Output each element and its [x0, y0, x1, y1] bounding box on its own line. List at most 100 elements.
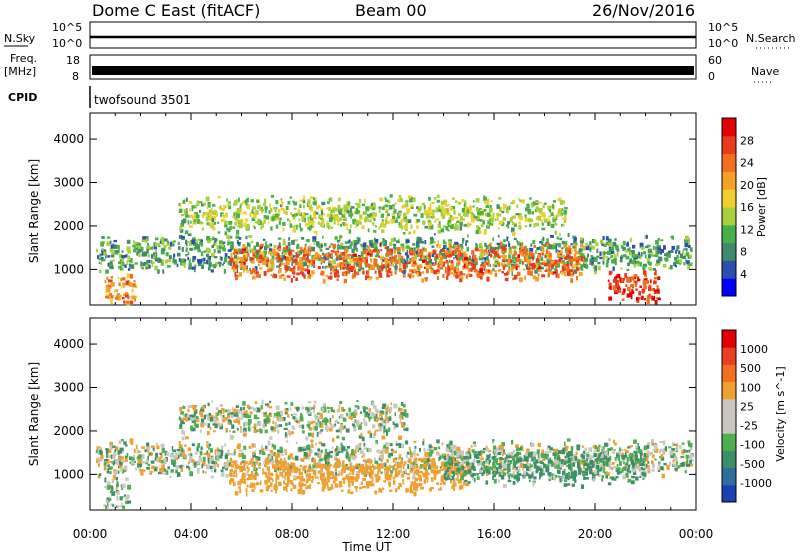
echo-cell	[422, 441, 425, 446]
echo-cell	[245, 235, 248, 240]
echo-cell	[237, 248, 239, 254]
echo-cell	[125, 300, 129, 304]
echo-cell	[554, 267, 557, 272]
echo-cell	[472, 458, 476, 463]
echo-cell	[476, 225, 480, 229]
cpid-label: CPID	[8, 91, 37, 104]
echo-cell	[352, 260, 356, 263]
echo-cell	[538, 269, 542, 273]
echo-cell	[483, 209, 487, 212]
echo-cell	[223, 204, 226, 210]
echo-cell	[443, 225, 446, 228]
echo-cell	[561, 247, 564, 250]
echo-cell	[585, 264, 589, 269]
echo-cell	[398, 222, 401, 226]
echo-cell	[624, 247, 626, 251]
echo-cell	[139, 468, 143, 473]
echo-cell	[451, 459, 455, 465]
echo-cell	[364, 468, 367, 473]
echo-cell	[323, 479, 328, 484]
echo-cell	[159, 258, 162, 261]
echo-cell	[373, 466, 377, 470]
echo-cell	[668, 446, 672, 449]
echo-cell	[461, 455, 464, 459]
echo-cell	[557, 454, 561, 458]
echo-cell	[497, 213, 502, 217]
echo-cell	[508, 242, 511, 247]
echo-cell	[269, 248, 273, 252]
echo-cell	[334, 467, 338, 472]
echo-cell	[248, 244, 251, 250]
echo-cell	[539, 246, 543, 250]
echo-cell	[210, 222, 214, 226]
echo-cell	[155, 252, 158, 257]
echo-cell	[189, 471, 193, 476]
echo-cell	[461, 252, 465, 258]
echo-cell	[221, 263, 224, 266]
echo-cell	[609, 286, 612, 290]
echo-cell	[241, 212, 244, 215]
echo-cell	[680, 253, 683, 259]
echo-cell	[441, 215, 446, 219]
echo-cell	[179, 464, 183, 469]
echo-cell	[625, 450, 629, 454]
echo-cell	[422, 271, 424, 274]
echo-cell	[165, 252, 169, 256]
echo-cell	[186, 197, 188, 202]
echo-cell	[345, 247, 348, 251]
echo-cell	[236, 257, 241, 260]
echo-cell	[391, 251, 393, 257]
echo-cell	[199, 210, 201, 213]
echo-cell	[161, 259, 164, 263]
echo-cell	[520, 245, 524, 250]
echo-cell	[109, 260, 113, 266]
echo-cell	[521, 201, 525, 204]
echo-cell	[112, 462, 115, 466]
echo-cell	[264, 479, 268, 485]
echo-cell	[541, 249, 545, 252]
echo-cell	[286, 267, 288, 272]
echo-cell	[668, 267, 671, 270]
echo-cell	[118, 464, 123, 469]
echo-cell	[384, 470, 387, 474]
echo-cell	[278, 263, 282, 267]
echo-cell	[357, 449, 360, 453]
nsky-label: N.Sky	[4, 32, 36, 45]
echo-cell	[355, 271, 360, 276]
echo-cell	[328, 254, 332, 257]
echo-cell	[552, 200, 556, 203]
echo-cell	[169, 241, 172, 247]
echo-cell	[406, 246, 410, 249]
echo-cell	[228, 473, 233, 477]
echo-cell	[574, 269, 578, 274]
echo-cell	[518, 260, 522, 265]
echo-cell	[675, 260, 680, 265]
echo-cell	[392, 457, 396, 463]
echo-cell	[475, 208, 479, 212]
echo-cell	[471, 250, 474, 255]
echo-cell	[141, 253, 146, 257]
echo-cell	[306, 257, 308, 261]
echo-cell	[304, 470, 306, 474]
echo-cell	[466, 213, 469, 217]
echo-cell	[297, 252, 301, 257]
echo-cell	[146, 248, 149, 254]
echo-cell	[415, 483, 419, 488]
echo-cell	[481, 252, 484, 258]
echo-cell	[417, 253, 421, 256]
echo-cell	[182, 218, 186, 224]
echo-cell	[242, 477, 246, 481]
echo-cell	[407, 274, 412, 278]
echo-cell	[434, 233, 436, 236]
echo-cell	[542, 456, 546, 461]
echo-cell	[502, 451, 504, 457]
echo-cell	[392, 465, 395, 470]
echo-cell	[289, 223, 293, 228]
echo-cell	[249, 269, 254, 275]
echo-cell	[242, 467, 246, 471]
echo-cell	[336, 254, 339, 260]
echo-cell	[275, 475, 280, 480]
echo-cell	[176, 263, 179, 268]
echo-cell	[191, 459, 195, 463]
echo-cell	[663, 440, 666, 446]
